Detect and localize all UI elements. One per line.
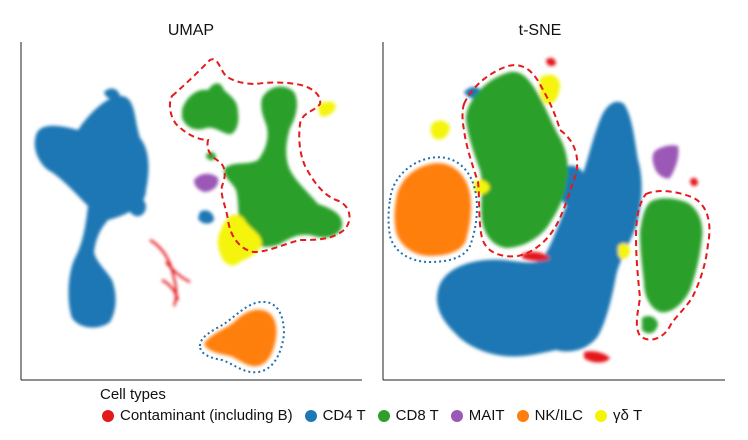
- umap-mait-cluster: [194, 173, 219, 192]
- umap-contaminant-cluster: [149, 239, 191, 307]
- legend-dot-nk: [516, 409, 529, 422]
- legend-dot-cd4: [304, 409, 317, 422]
- legend-item-nk: NK/ILC: [516, 407, 583, 424]
- legend: Contaminant (including B) CD4 T CD8 T MA…: [102, 407, 654, 424]
- legend-label-nk: NK/ILC: [534, 407, 583, 424]
- tsne-nk-cluster: [394, 163, 472, 256]
- tsne-axes: [382, 42, 725, 381]
- legend-dot-gd: [594, 409, 607, 422]
- tsne-contaminant-cluster: [522, 57, 698, 363]
- umap-nk-outline: [198, 300, 286, 374]
- umap-axes: [20, 42, 362, 381]
- tsne-cd8-cluster: [466, 71, 703, 334]
- legend-item-gd: γδ T: [594, 407, 643, 424]
- umap-nk-cluster: [204, 309, 277, 367]
- tsne-nk-outline: [387, 156, 478, 264]
- umap-cd4-cluster: [34, 88, 214, 328]
- legend-label-mait: MAIT: [468, 407, 505, 424]
- legend-label-cd4: CD4 T: [322, 407, 366, 424]
- legend-item-mait: MAIT: [450, 407, 505, 424]
- legend-label-cd8: CD8 T: [395, 407, 439, 424]
- legend-item-cd4: CD4 T: [304, 407, 366, 424]
- legend-dot-mait: [450, 409, 463, 422]
- tsne-title: t-SNE: [518, 22, 562, 39]
- legend-dot-contaminant: [102, 409, 114, 422]
- tsne-cd8-outline: [461, 64, 579, 258]
- legend-title: Cell types: [100, 386, 166, 403]
- legend-item-cd8: CD8 T: [377, 407, 439, 424]
- legend-label-contaminant: Contaminant (including B): [120, 407, 293, 424]
- umap-title: UMAP: [167, 22, 215, 39]
- umap-cd8-outline: [168, 58, 351, 254]
- legend-dot-cd8: [377, 409, 390, 422]
- tsne-mait-cluster: [652, 145, 679, 179]
- legend-label-gd: γδ T: [612, 407, 643, 424]
- tsne-cd8-outline-right: [634, 190, 711, 341]
- legend-item-contaminant: Contaminant (including B): [102, 407, 293, 424]
